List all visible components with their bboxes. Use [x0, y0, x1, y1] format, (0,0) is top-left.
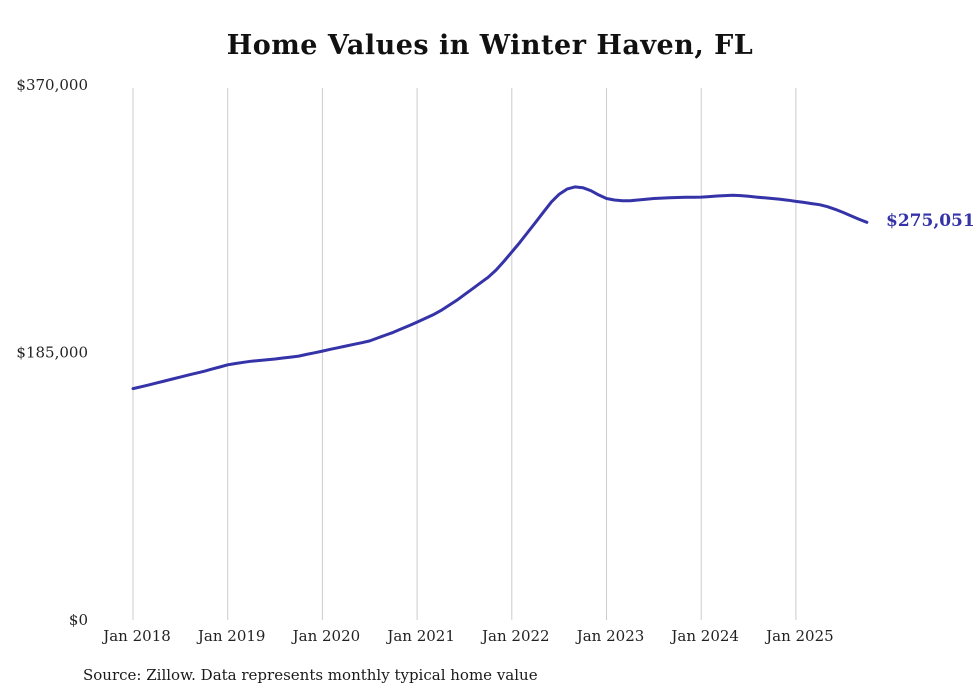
latest-value-label: $275,051 — [886, 211, 975, 231]
x-axis-tick-label: Jan 2022 — [480, 627, 550, 645]
home-value-line — [131, 185, 869, 391]
source-note: Source: Zillow. Data represents monthly … — [83, 666, 538, 684]
x-axis-tick-label: Jan 2018 — [101, 627, 171, 645]
x-axis-tick-label: Jan 2023 — [575, 627, 645, 645]
x-axis-tick-label: Jan 2025 — [764, 627, 834, 645]
x-axis-tick-label: Jan 2019 — [196, 627, 266, 645]
y-axis-tick-label: $370,000 — [16, 76, 88, 94]
x-axis-tick-label: Jan 2020 — [291, 627, 361, 645]
y-axis-tick-label: $0 — [69, 611, 88, 629]
y-axis-tick-label: $185,000 — [16, 344, 88, 362]
x-axis-tick-label: Jan 2024 — [669, 627, 739, 645]
x-axis-tick-label: Jan 2021 — [385, 627, 455, 645]
chart-title: Home Values in Winter Haven, FL — [226, 30, 754, 61]
